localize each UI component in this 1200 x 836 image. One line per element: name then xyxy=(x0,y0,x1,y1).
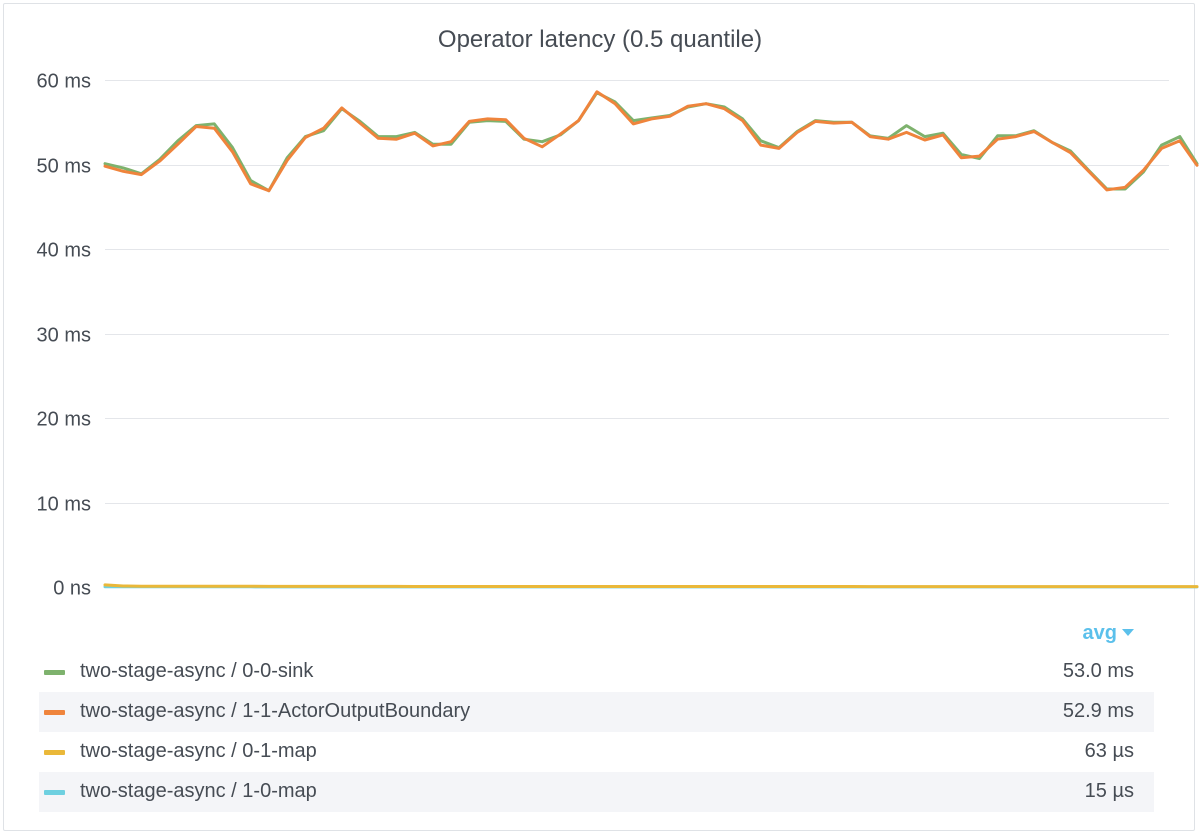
series-line xyxy=(103,583,1199,589)
y-tick-label: 20 ms xyxy=(37,409,91,431)
legend: avg two-stage-async / 0-0-sink 53.0 ms t… xyxy=(39,612,1154,812)
legend-item-0-1-map[interactable]: two-stage-async / 0-1-map 63 µs xyxy=(39,732,1154,772)
panel-title[interactable]: Operator latency (0.5 quantile) xyxy=(437,26,763,53)
series-color-swatch[interactable] xyxy=(44,750,65,755)
y-tick-label: 0 ns xyxy=(53,578,91,600)
y-tick-label: 10 ms xyxy=(37,494,91,516)
series-color-swatch[interactable] xyxy=(44,710,65,715)
legend-item-name: two-stage-async / 0-0-sink xyxy=(80,660,314,682)
legend-item-avg: 63 µs xyxy=(1084,740,1134,762)
series-color-swatch[interactable] xyxy=(44,790,65,795)
legend-header: avg xyxy=(39,612,1154,652)
series-line xyxy=(103,91,1199,193)
legend-sort-avg[interactable]: avg xyxy=(1083,622,1134,645)
legend-item-name: two-stage-async / 1-1-ActorOutputBoundar… xyxy=(80,700,471,722)
latency-chart: 0 ns 10 ms 20 ms 30 ms 40 ms 50 ms 60 ms xyxy=(37,71,1199,600)
legend-item-1-0-map[interactable]: two-stage-async / 1-0-map 15 µs xyxy=(39,772,1154,812)
y-tick-label: 30 ms xyxy=(37,325,91,347)
legend-item-name: two-stage-async / 1-0-map xyxy=(80,780,317,802)
legend-item-avg: 15 µs xyxy=(1084,780,1134,802)
y-tick-label: 50 ms xyxy=(37,156,91,178)
series-line xyxy=(103,90,1199,193)
caret-down-icon xyxy=(1122,629,1134,636)
series-color-swatch[interactable] xyxy=(44,670,65,675)
y-tick-label: 60 ms xyxy=(37,71,91,93)
legend-item-name: two-stage-async / 0-1-map xyxy=(80,740,317,762)
legend-item-actor-output-boundary[interactable]: two-stage-async / 1-1-ActorOutputBoundar… xyxy=(39,692,1154,732)
legend-item-avg: 52.9 ms xyxy=(1062,700,1134,722)
y-tick-label: 40 ms xyxy=(37,240,91,262)
legend-item-sink[interactable]: two-stage-async / 0-0-sink 53.0 ms xyxy=(39,652,1154,692)
legend-item-avg: 53.0 ms xyxy=(1062,660,1134,682)
